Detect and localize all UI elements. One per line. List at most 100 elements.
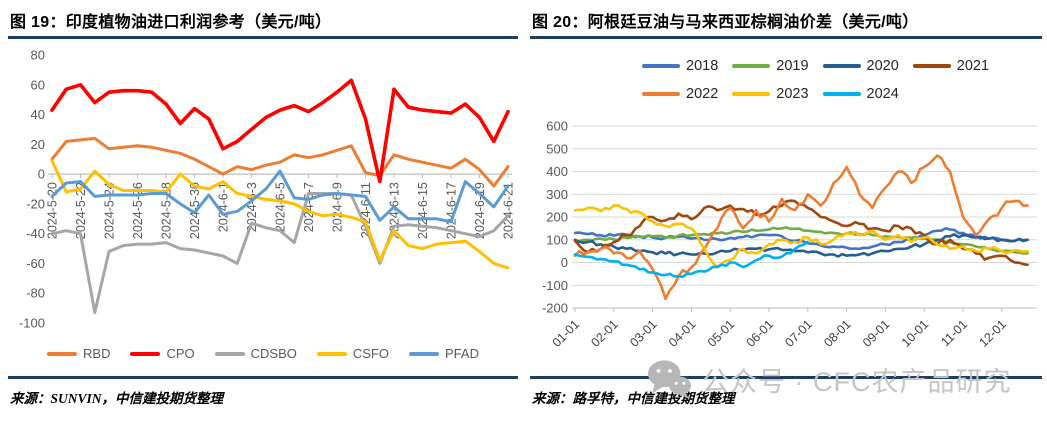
legend-item-2024: 2024 — [822, 86, 899, 102]
svg-text:11-01: 11-01 — [938, 317, 970, 349]
series-line-2022 — [573, 154, 1029, 301]
legend-label-2024: 2024 — [866, 86, 899, 102]
legend-label-2020: 2020 — [866, 58, 899, 74]
svg-text:2024-6-1: 2024-6-1 — [217, 182, 231, 232]
legend-swatch-RBD — [47, 351, 78, 356]
svg-text:-60: -60 — [26, 256, 45, 271]
series-line-2019 — [573, 226, 1029, 255]
figure-20-title-rule — [530, 36, 1042, 39]
legend-item-2023: 2023 — [732, 86, 809, 102]
figure-19-plot: 80 60 40 20 0 -20 -40 -60 -80 -100 2024-5-20 2024-5… — [19, 48, 516, 331]
svg-text:05-01: 05-01 — [705, 317, 738, 350]
legend-item-2020: 2020 — [822, 58, 899, 74]
svg-text:40: 40 — [31, 107, 45, 122]
svg-text:09-01: 09-01 — [860, 317, 893, 350]
legend-swatch-2022 — [642, 91, 680, 97]
figure-20: 图 20：阿根廷豆油与马来西亚棕榈油价差（美元/吨） 2018 2019 2020 2… — [530, 6, 1042, 421]
svg-text:-20: -20 — [26, 196, 45, 211]
svg-text:07-01: 07-01 — [782, 317, 815, 350]
legend-swatch-CDSBO — [214, 351, 245, 356]
figure-19-title-rule — [8, 36, 518, 39]
legend-swatch-PFAD — [409, 351, 439, 356]
legend-label-2023: 2023 — [776, 86, 809, 102]
y-axis-labels: 80 60 40 20 0 -20 -40 -60 -80 -100 — [19, 48, 45, 331]
legend-item-2019: 2019 — [732, 58, 809, 74]
legend-swatch-2019 — [732, 63, 771, 69]
figure-19-legend: RBD CPO CDSBO CSFO PFAD — [8, 346, 518, 361]
svg-text:2024-6-9: 2024-6-9 — [331, 182, 345, 232]
legend-label-2019: 2019 — [776, 58, 809, 74]
svg-text:400: 400 — [546, 164, 568, 179]
figure-20-bottom-rule — [530, 376, 1042, 379]
svg-text:02-01: 02-01 — [588, 317, 621, 350]
legend-label-CSFO: CSFO — [352, 346, 389, 361]
series-line-CSFO — [50, 159, 510, 270]
svg-text:20: 20 — [31, 137, 45, 152]
x-axis — [48, 173, 512, 179]
y-axis-labels: 600 500 400 300 200 100 0 -100 -200 — [542, 119, 568, 316]
figure-19-chart: 80 60 40 20 0 -20 -40 -60 -80 -100 2024-5-20 2024-5… — [8, 42, 516, 344]
figure-19-bottom-rule — [8, 376, 518, 379]
series-line-PFAD — [50, 169, 510, 224]
svg-text:04-01: 04-01 — [666, 317, 699, 350]
svg-text:500: 500 — [546, 141, 568, 156]
figure-20-chart: 600 500 400 300 200 100 0 -100 -200 01-01 02-01 03-… — [530, 106, 1047, 371]
legend-swatch-2024 — [822, 91, 861, 97]
svg-text:2024-6-17: 2024-6-17 — [445, 182, 459, 239]
x-axis-labels: 01-01 02-01 03-01 04-01 05-01 06-01 07-01 08-01… — [550, 308, 1009, 350]
legend-label-2018: 2018 — [686, 58, 719, 74]
legend-item-2021: 2021 — [912, 58, 989, 74]
legend-label-RBD: RBD — [83, 346, 111, 361]
figure-19: 图 19：印度植物油进口利润参考（美元/吨） 80 60 40 20 0 -20 -40 -6… — [8, 6, 518, 421]
figure-20-title: 图 20：阿根廷豆油与马来西亚棕榈油价差（美元/吨） — [532, 14, 919, 31]
legend-item-CDSBO: CDSBO — [214, 346, 297, 361]
legend-swatch-CSFO — [316, 351, 347, 356]
svg-text:200: 200 — [546, 210, 568, 225]
legend-label-2022: 2022 — [686, 86, 719, 102]
series-line-2023 — [573, 204, 1029, 269]
legend-item-PFAD: PFAD — [409, 346, 479, 361]
svg-text:2024-6-21: 2024-6-21 — [502, 182, 516, 239]
svg-text:600: 600 — [546, 119, 568, 134]
svg-text:-100: -100 — [542, 278, 568, 293]
figure-20-legend-row-1: 2018 2019 2020 2021 — [642, 58, 989, 74]
figure-20-source: 来源：路孚特，中信建投期货整理 — [532, 391, 735, 406]
svg-text:-200: -200 — [542, 301, 568, 316]
figure-19-source: 来源：SUNVIN，中信建投期货整理 — [10, 391, 224, 406]
figure-19-title: 图 19：印度植物油进口利润参考（美元/吨） — [10, 14, 332, 31]
legend-swatch-2021 — [912, 63, 951, 69]
legend-label-CPO: CPO — [166, 346, 195, 361]
svg-text:2024-5-22: 2024-5-22 — [74, 182, 88, 239]
legend-item-2022: 2022 — [642, 86, 718, 102]
svg-text:300: 300 — [546, 187, 568, 202]
gridlines — [572, 125, 1037, 309]
legend-item-CPO: CPO — [130, 346, 195, 361]
svg-text:80: 80 — [31, 48, 45, 63]
svg-text:06-01: 06-01 — [744, 317, 777, 350]
svg-text:2024-6-15: 2024-6-15 — [416, 182, 430, 239]
svg-text:2024-5-20: 2024-5-20 — [46, 182, 60, 239]
series-line-CDSBO — [50, 192, 510, 315]
svg-text:10-01: 10-01 — [899, 317, 932, 350]
legend-swatch-2018 — [642, 63, 680, 69]
svg-text:03-01: 03-01 — [627, 317, 660, 350]
series-line-RBD — [50, 136, 510, 188]
svg-text:-40: -40 — [26, 226, 45, 241]
figure-20-legend-row-2: 2022 2023 2024 — [642, 86, 899, 102]
svg-text:100: 100 — [546, 232, 568, 247]
legend-item-RBD: RBD — [47, 346, 110, 361]
legend-swatch-CPO — [130, 351, 161, 356]
svg-text:0: 0 — [561, 255, 568, 270]
svg-text:-80: -80 — [26, 286, 45, 301]
svg-text:08-01: 08-01 — [821, 317, 854, 350]
series-line-2020 — [573, 233, 1029, 258]
legend-swatch-2023 — [732, 91, 771, 97]
legend-item-2018: 2018 — [642, 58, 718, 74]
legend-swatch-2020 — [822, 63, 861, 69]
svg-text:0: 0 — [38, 167, 45, 182]
svg-text:12-01: 12-01 — [976, 317, 1009, 350]
series-line-2024 — [573, 240, 810, 279]
legend-label-PFAD: PFAD — [445, 346, 479, 361]
legend-item-CSFO: CSFO — [316, 346, 389, 361]
